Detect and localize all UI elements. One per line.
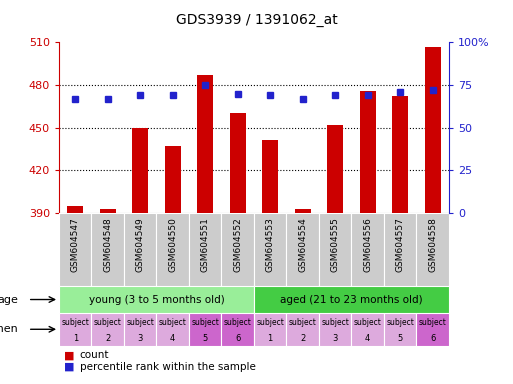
Text: 5: 5	[203, 334, 208, 343]
Bar	[351, 213, 384, 286]
Text: subject: subject	[159, 318, 187, 327]
Bar	[59, 213, 91, 286]
Text: 2: 2	[105, 334, 110, 343]
Bar	[286, 313, 319, 346]
Bar	[222, 213, 254, 286]
Bar	[254, 213, 286, 286]
Bar	[286, 213, 319, 286]
Bar	[384, 313, 417, 346]
Bar	[417, 313, 449, 346]
Text: subject: subject	[419, 318, 447, 327]
Text: subject: subject	[289, 318, 317, 327]
Bar	[189, 313, 222, 346]
Text: aged (21 to 23 months old): aged (21 to 23 months old)	[280, 295, 423, 305]
Bar	[156, 313, 189, 346]
Bar	[254, 286, 449, 313]
Bar	[262, 141, 278, 213]
Text: GSM604547: GSM604547	[71, 217, 80, 271]
Bar	[417, 213, 449, 286]
Text: 4: 4	[170, 334, 175, 343]
Text: 3: 3	[137, 334, 143, 343]
Text: GSM604553: GSM604553	[266, 217, 274, 271]
Text: 1: 1	[73, 334, 78, 343]
Text: GSM604555: GSM604555	[331, 217, 340, 271]
Text: subject: subject	[256, 318, 284, 327]
Bar	[124, 213, 156, 286]
Text: ■: ■	[64, 350, 74, 360]
Text: ■: ■	[64, 362, 74, 372]
Text: GSM604557: GSM604557	[396, 217, 405, 271]
Text: subject: subject	[94, 318, 122, 327]
Text: 6: 6	[430, 334, 436, 343]
Text: 3: 3	[332, 334, 338, 343]
Bar	[319, 213, 351, 286]
Text: GSM604551: GSM604551	[201, 217, 210, 271]
Bar	[59, 286, 254, 313]
Bar	[189, 213, 222, 286]
Bar	[319, 313, 351, 346]
Bar	[254, 313, 286, 346]
Text: GSM604558: GSM604558	[428, 217, 437, 271]
Bar	[100, 209, 116, 213]
Text: subject: subject	[321, 318, 349, 327]
Text: subject: subject	[61, 318, 89, 327]
Text: 2: 2	[300, 334, 305, 343]
Bar	[392, 96, 408, 213]
Bar	[360, 91, 376, 213]
Text: young (3 to 5 months old): young (3 to 5 months old)	[89, 295, 224, 305]
Text: 5: 5	[398, 334, 403, 343]
Text: percentile rank within the sample: percentile rank within the sample	[80, 362, 255, 372]
Text: GSM604550: GSM604550	[168, 217, 177, 271]
Text: specimen: specimen	[0, 324, 18, 334]
Bar	[67, 206, 83, 213]
Text: GSM604552: GSM604552	[233, 217, 242, 271]
Bar	[124, 313, 156, 346]
Text: subject: subject	[191, 318, 219, 327]
Text: GSM604556: GSM604556	[363, 217, 372, 271]
Text: GSM604554: GSM604554	[298, 217, 307, 271]
Bar	[327, 125, 343, 213]
Bar	[424, 46, 441, 213]
Bar	[197, 75, 213, 213]
Text: GDS3939 / 1391062_at: GDS3939 / 1391062_at	[175, 13, 338, 27]
Bar	[351, 313, 384, 346]
Text: subject: subject	[224, 318, 252, 327]
Text: 1: 1	[268, 334, 273, 343]
Text: count: count	[80, 350, 109, 360]
Text: GSM604548: GSM604548	[103, 217, 112, 271]
Bar	[156, 213, 189, 286]
Text: 6: 6	[235, 334, 241, 343]
Bar	[91, 213, 124, 286]
Text: age: age	[0, 295, 18, 305]
Bar	[132, 127, 148, 213]
Bar	[294, 209, 311, 213]
Bar	[165, 146, 181, 213]
Bar	[91, 313, 124, 346]
Text: subject: subject	[353, 318, 382, 327]
Bar	[384, 213, 417, 286]
Bar	[59, 313, 91, 346]
Text: subject: subject	[386, 318, 414, 327]
Bar	[222, 313, 254, 346]
Text: subject: subject	[126, 318, 154, 327]
Text: 4: 4	[365, 334, 370, 343]
Bar	[229, 113, 246, 213]
Text: GSM604549: GSM604549	[136, 217, 145, 271]
